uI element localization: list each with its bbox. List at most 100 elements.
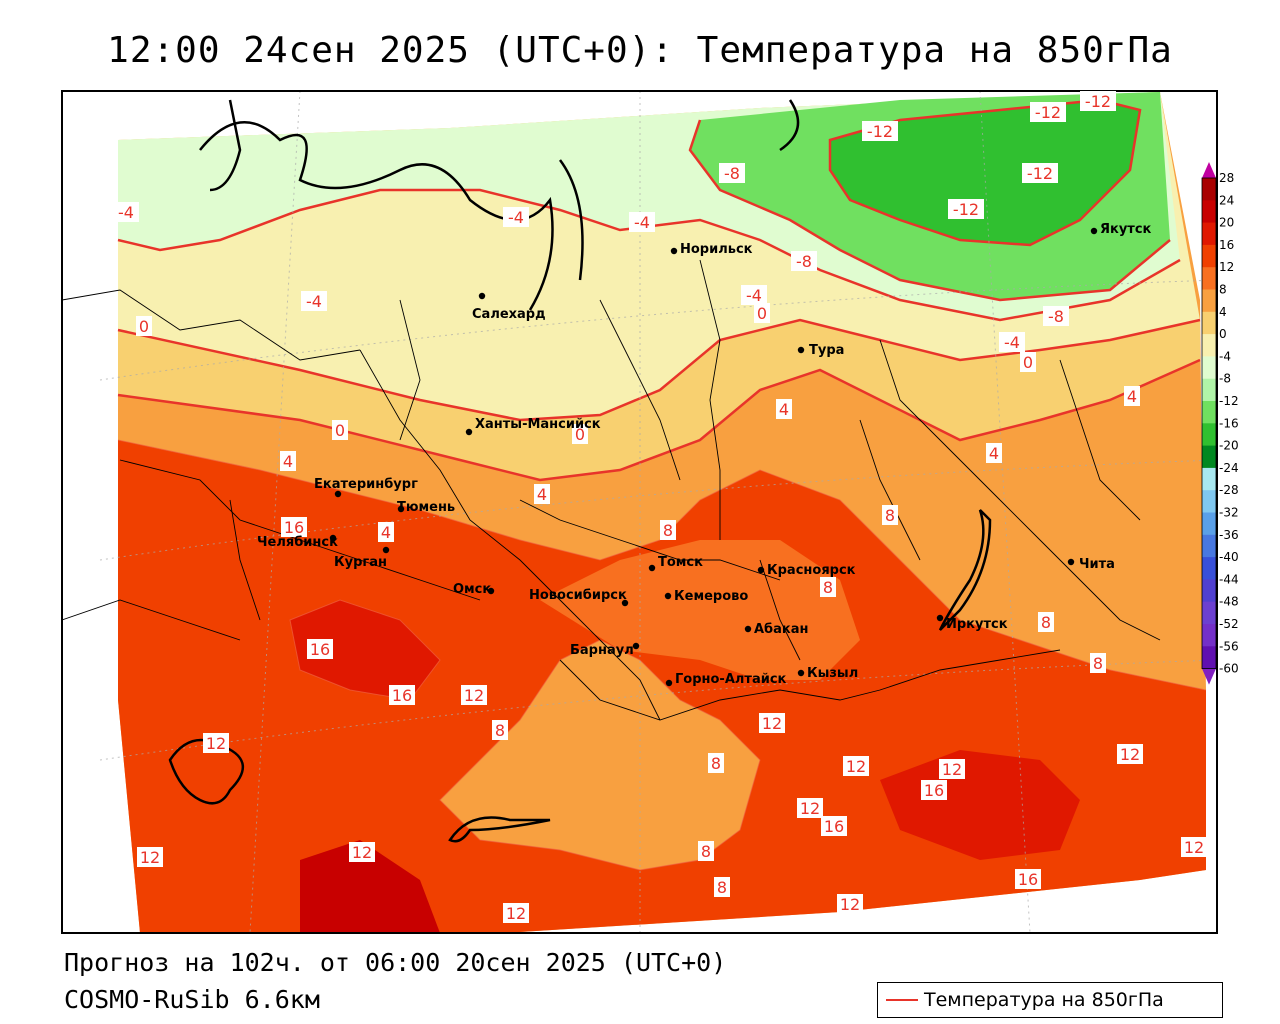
isotherm-label: 0 [136, 316, 152, 336]
svg-text:8: 8 [701, 842, 711, 861]
colorbar-tick-label: -44 [1219, 572, 1239, 586]
city-label: Ханты-Мансийск [475, 417, 601, 432]
isotherm-label: 4 [1124, 386, 1140, 406]
colorbar-swatch [1202, 378, 1216, 402]
colorbar-tick-label: -56 [1219, 639, 1239, 653]
isotherm-label: 4 [986, 443, 1002, 463]
colorbar-tick-label: -4 [1219, 349, 1231, 363]
colorbar-swatch [1202, 200, 1216, 224]
svg-text:8: 8 [717, 878, 727, 897]
colorbar-swatch [1202, 423, 1216, 447]
isotherm-label: 4 [534, 484, 550, 504]
colorbar-swatch [1202, 534, 1216, 558]
isotherm-label: 8 [882, 505, 898, 525]
city-marker: Челябинск [257, 534, 338, 550]
legend-box: Температура на 850гПа [877, 982, 1223, 1018]
isotherm-label: 8 [708, 753, 724, 773]
colorbar-swatch [1202, 356, 1216, 380]
colorbar-tick-label: -48 [1219, 595, 1239, 609]
svg-text:16: 16 [310, 640, 330, 659]
svg-text:-4: -4 [634, 213, 650, 232]
colorbar-top-arrow [1202, 162, 1216, 178]
svg-text:16: 16 [1018, 870, 1038, 889]
colorbar-swatch [1202, 490, 1216, 513]
svg-text:12: 12 [206, 734, 226, 753]
svg-text:0: 0 [1023, 353, 1033, 372]
isotherm-label: 12 [203, 733, 229, 753]
isotherm-label: -4 [503, 207, 529, 227]
colorbar-tick-label: -40 [1219, 550, 1239, 564]
city-label: Томск [658, 555, 703, 570]
city-marker: Тура [797, 343, 844, 358]
isotherm-label: -8 [1043, 306, 1069, 326]
colorbar-swatch [1202, 512, 1216, 536]
coastline [168, 99, 992, 843]
svg-text:4: 4 [989, 444, 999, 463]
colorbar-swatch [1202, 178, 1216, 201]
city-label: Тюмень [397, 500, 455, 515]
svg-text:12: 12 [840, 895, 860, 914]
zone-m12 [830, 100, 1140, 245]
admin-borders [62, 259, 1161, 721]
isotherm-label: 4 [280, 451, 296, 471]
colorbar-tick-label: -20 [1219, 439, 1239, 453]
svg-text:12: 12 [506, 904, 526, 923]
zone-16-c [300, 840, 440, 933]
isotherm-label: 8 [1090, 653, 1106, 673]
colorbar-tick-label: -8 [1219, 372, 1231, 386]
city-label: Кемерово [674, 589, 748, 604]
colorbar-tick-label: -36 [1219, 528, 1239, 542]
svg-text:-8: -8 [724, 164, 740, 183]
colorbar-swatch [1202, 646, 1216, 670]
zone-8-12-b [540, 540, 860, 680]
city-label: Барнаул [570, 643, 634, 658]
isotherm-label: 12 [137, 847, 163, 867]
svg-text:-8: -8 [796, 252, 812, 271]
city-marker: Ханты-Мансийск [465, 417, 601, 436]
isotherm-label: -12 [1030, 102, 1066, 122]
isotherm-label: -8 [791, 251, 817, 271]
city-label: Новосибирск [529, 588, 627, 603]
city-label: Тура [809, 343, 844, 358]
city-label: Норильск [680, 242, 753, 257]
isotherm-label: 0 [754, 303, 770, 323]
svg-text:-4: -4 [306, 292, 322, 311]
svg-text:16: 16 [924, 781, 944, 800]
svg-text:8: 8 [885, 506, 895, 525]
city-marker: Норильск [670, 242, 753, 257]
isotherm-label: -12 [862, 121, 898, 141]
colorbar-tick-label: -32 [1219, 506, 1239, 520]
svg-text:8: 8 [1093, 654, 1103, 673]
isotherm-label: 16 [921, 780, 947, 800]
city-marker: Курган [334, 546, 390, 570]
svg-text:12: 12 [464, 686, 484, 705]
isotherm-label: 4 [378, 522, 394, 542]
colorbar-tick-label: 24 [1219, 193, 1234, 207]
isotherm-label: 8 [492, 720, 508, 740]
isotherm-label: 12 [503, 903, 529, 923]
isotherm-label: 12 [1117, 744, 1143, 764]
svg-text:4: 4 [779, 400, 789, 419]
isotherm-label: 12 [837, 894, 863, 914]
city-label: Кызыл [807, 666, 858, 681]
svg-text:4: 4 [537, 485, 547, 504]
svg-text:-12: -12 [867, 122, 893, 141]
isotherm-label: -4 [999, 332, 1025, 352]
isotherm-label: 8 [820, 577, 836, 597]
svg-text:-4: -4 [1004, 333, 1020, 352]
city-label: Красноярск [767, 563, 856, 578]
svg-text:8: 8 [711, 754, 721, 773]
city-marker: Барнаул [570, 642, 640, 658]
city-marker: Томск [648, 555, 703, 572]
colorbar-tick-label: 20 [1219, 216, 1234, 230]
svg-text:0: 0 [757, 304, 767, 323]
colorbar-tick-label: -28 [1219, 483, 1239, 497]
svg-text:0: 0 [335, 421, 345, 440]
colorbar-swatch [1202, 222, 1216, 246]
isotherm-label: -4 [301, 291, 327, 311]
svg-text:16: 16 [824, 817, 844, 836]
city-label: Иркутск [946, 617, 1008, 632]
isotherm-label: 16 [281, 517, 307, 537]
colorbar-tick-label: 0 [1219, 327, 1227, 341]
